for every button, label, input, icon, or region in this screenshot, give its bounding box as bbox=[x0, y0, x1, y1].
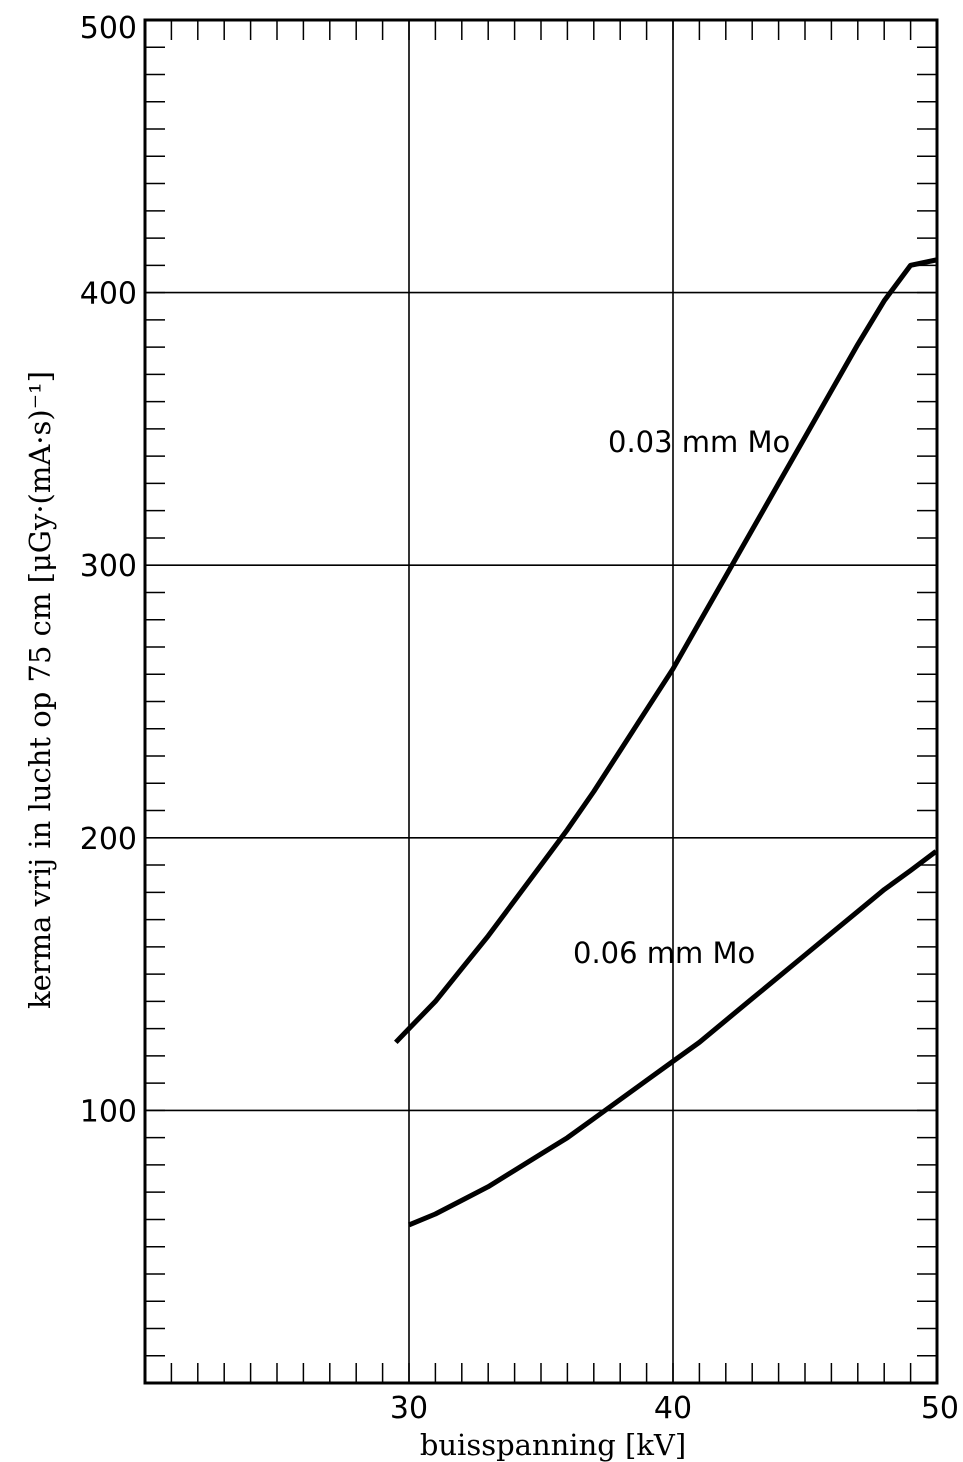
series-line-1 bbox=[408, 849, 938, 1228]
x-tick-label-30: 30 bbox=[390, 1391, 428, 1426]
series-lines bbox=[393, 257, 938, 1228]
y-tick-label-400: 400 bbox=[80, 277, 137, 312]
x-tick-label-50: 50 bbox=[921, 1391, 959, 1426]
series-label-0-03-mm-mo: 0.03 mm Mo bbox=[608, 425, 790, 459]
tick-labels: 30 40 50 100 200 300 400 500 bbox=[80, 11, 959, 1426]
series-line-0 bbox=[393, 257, 937, 1045]
x-axis-title: buisspanning [kV] bbox=[420, 1428, 686, 1462]
minor-ticks bbox=[145, 20, 937, 1383]
series-label-0-06-mm-mo: 0.06 mm Mo bbox=[573, 936, 755, 970]
grid-lines bbox=[145, 19, 938, 1383]
y-axis-title: kerma vrij in lucht op 75 cm [μGy·(mA·s)… bbox=[23, 371, 57, 1009]
plot-frame bbox=[143, 18, 939, 1385]
y-tick-label-200: 200 bbox=[80, 822, 137, 857]
y-tick-label-100: 100 bbox=[80, 1094, 137, 1129]
x-tick-label-40: 40 bbox=[654, 1391, 692, 1426]
y-tick-label-300: 300 bbox=[80, 549, 137, 584]
y-tick-label-500: 500 bbox=[80, 11, 137, 46]
